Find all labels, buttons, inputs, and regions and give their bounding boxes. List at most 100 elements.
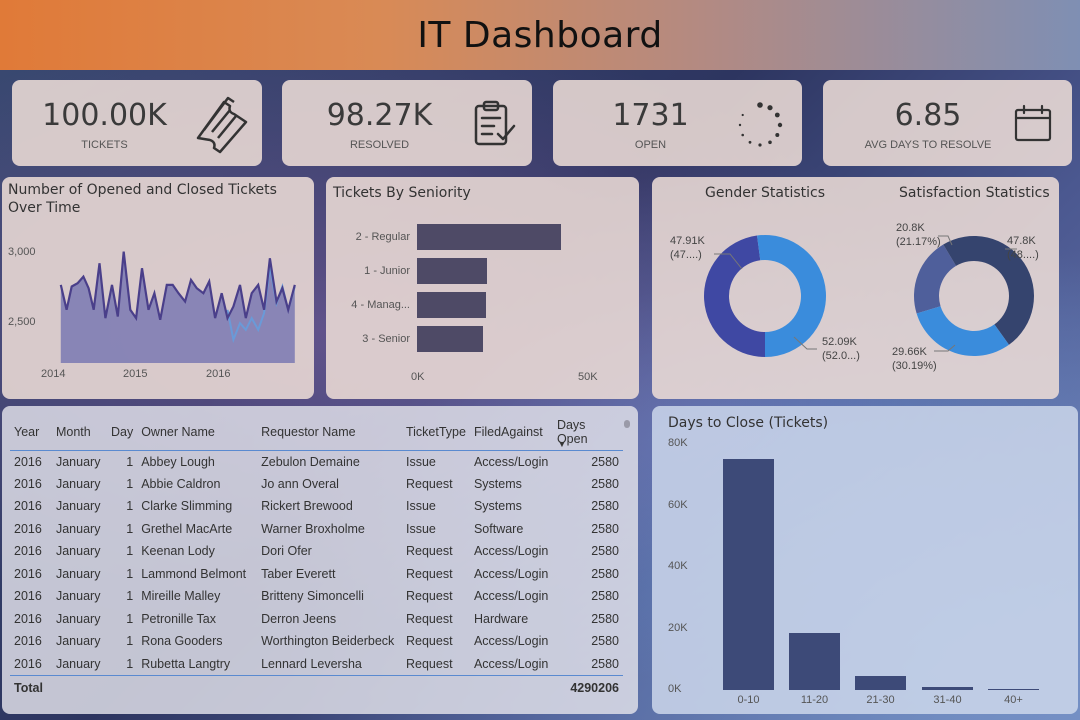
kpi-label: TICKETS	[81, 139, 128, 151]
y-tick-label: 20K	[668, 621, 688, 634]
area-chart	[59, 251, 296, 363]
y-tick-label: 40K	[668, 560, 688, 572]
seniority-bar[interactable]	[417, 224, 561, 250]
y-tick-label: 60K	[668, 498, 688, 511]
kpi-card-resolved[interactable]: 98.27K RESOLVED	[282, 80, 532, 166]
table-scrollbar[interactable]	[624, 420, 630, 428]
table-cell: Clarke Slimming	[141, 499, 233, 514]
seniority-bar[interactable]	[417, 292, 487, 318]
table-row[interactable]: 2016 January 1 Lammond Belmont Taber Everett…	[10, 563, 623, 586]
y-tick-label: 0K	[668, 683, 682, 695]
table-cell: Grethel MacArte	[141, 521, 233, 536]
column-header-year[interactable]: Year	[14, 424, 40, 439]
x-tick-label: 2016	[206, 368, 231, 380]
table-cell: 2016	[14, 566, 42, 581]
column-header-requestor-name[interactable]: Requestor Name	[261, 424, 356, 439]
table-row[interactable]: 2016 January 1 Grethel MacArte Warner Broxho…	[10, 518, 623, 541]
days-to-close-panel[interactable]: Days to Close (Tickets) 80K 60K 40K 20K 0K 0-…	[652, 406, 1078, 714]
table-cell: 2016	[14, 499, 42, 514]
table-cell: 2580	[591, 476, 619, 491]
gender-slice	[757, 234, 827, 357]
kpi-label: AVG DAYS TO RESOLVE	[864, 139, 992, 151]
seniority-bar[interactable]	[417, 258, 488, 284]
table-row[interactable]: 2016 January 1 Petronille Tax Derron Jeens Re…	[10, 608, 623, 631]
kpi-card-tickets[interactable]: 100.00K TICKETS	[12, 80, 262, 166]
table-row[interactable]: 2016 January 1 Rona Gooders Worthington Beid…	[10, 630, 623, 653]
table-row[interactable]: 2016 January 1 Rubetta Langtry Lennard Lever…	[10, 653, 623, 676]
gender-label-a: 47.91K (47....)	[670, 235, 705, 261]
table-cell: 2580	[591, 566, 619, 581]
table-cell: 2580	[591, 544, 619, 559]
table-cell: 2016	[14, 544, 42, 559]
table-cell: Britteny Simoncelli	[261, 589, 364, 604]
total-value: 4290206	[552, 674, 623, 701]
days-bar[interactable]	[988, 688, 1039, 690]
chart-title-line-2: Over Time	[8, 200, 81, 216]
table-cell: January	[55, 454, 101, 469]
column-header-owner-name[interactable]: Owner Name	[141, 424, 215, 439]
table-row[interactable]: 2016 January 1 Abbey Lough Zebulon Demaine Is…	[10, 450, 623, 473]
table-cell: 1	[126, 611, 134, 626]
x-tick-label: 11-20	[800, 694, 829, 706]
table-cell: January	[55, 656, 101, 671]
kpi-value: 100.00K	[42, 98, 167, 133]
gender-slice	[704, 235, 765, 357]
leader-line	[934, 344, 956, 352]
table-cell: 1	[126, 454, 134, 469]
chart-title: Days to Close (Tickets)	[668, 415, 829, 431]
table-cell: 2580	[591, 454, 619, 469]
gender-satisfaction-panel[interactable]: Gender Statistics Satisfaction Statistic…	[652, 177, 1059, 399]
tickets-table-panel[interactable]: Year Month Day Owner Name Requestor Name…	[2, 406, 638, 714]
days-bar[interactable]	[922, 686, 973, 690]
tickets-over-time-panel[interactable]: Number of Opened and Closed Tickets Over…	[2, 177, 314, 399]
x-tick-label: 31-40	[933, 694, 962, 706]
table-cell: 1	[126, 499, 134, 514]
days-bar[interactable]	[723, 459, 774, 690]
table-cell: January	[55, 589, 101, 604]
donut-charts	[704, 234, 1034, 357]
table-cell: Rubetta Langtry	[141, 656, 231, 671]
kpi-value: 98.27K	[326, 98, 433, 133]
table-cell: Worthington Beiderbeck	[261, 634, 395, 649]
column-header-days-open[interactable]: Days Open ▼	[553, 414, 623, 450]
column-header-filed-against[interactable]: FiledAgainst	[473, 424, 543, 439]
kpi-card-avg-days[interactable]: 6.85 AVG DAYS TO RESOLVE	[823, 80, 1072, 166]
chart-title: Tickets By Seniority	[333, 185, 471, 201]
kpi-card-open[interactable]: 1731 OPEN	[553, 80, 802, 166]
title-bar: IT Dashboard	[0, 0, 1080, 70]
days-bar[interactable]	[855, 676, 906, 690]
satisfaction-chart-title: Satisfaction Statistics	[899, 185, 1050, 201]
table-row[interactable]: 2016 January 1 Keenan Lody Dori Ofer Request A…	[10, 540, 623, 563]
table-cell: 1	[126, 656, 134, 671]
area-series-fill	[60, 251, 295, 363]
column-header-day[interactable]: Day	[110, 424, 134, 439]
table-cell: Request	[405, 611, 453, 626]
days-bar[interactable]	[789, 633, 840, 690]
gender-chart-title: Gender Statistics	[705, 185, 826, 201]
kpi-label: OPEN	[634, 139, 667, 151]
leader-line	[938, 235, 953, 246]
table-row[interactable]: 2016 January 1 Clarke Slimming Rickert Brewo…	[10, 495, 623, 518]
table-cell: January	[55, 521, 101, 536]
table-cell: Request	[405, 566, 453, 581]
table-cell: 2016	[14, 656, 42, 671]
chart-title: Number of Opened and Closed Tickets	[8, 182, 277, 198]
category-label: 3 - Senior	[362, 333, 410, 345]
category-label: 2 - Regular	[355, 231, 410, 243]
tickets-by-seniority-panel[interactable]: Tickets By Seniority 2 - Regular 1 - Juni…	[326, 177, 639, 399]
column-header-month[interactable]: Month	[55, 424, 91, 439]
table-cell: 1	[126, 476, 134, 491]
table-cell: January	[55, 544, 101, 559]
table-row[interactable]: 2016 January 1 Abbie Caldron Jo ann Overal Re…	[10, 473, 623, 496]
column-header-ticket-type[interactable]: TicketType	[405, 424, 466, 439]
category-label: 4 - Manag...	[351, 299, 410, 311]
sort-descending-icon: ▼	[557, 440, 566, 449]
seniority-bar[interactable]	[417, 326, 483, 352]
table-cell: Jo ann Overal	[261, 476, 339, 491]
ticket-icon	[196, 96, 248, 154]
table-cell: Rona Gooders	[141, 634, 223, 649]
table-cell: 2016	[14, 589, 42, 604]
table-cell: 2016	[14, 476, 42, 491]
table-cell: Issue	[405, 454, 436, 469]
table-row[interactable]: 2016 January 1 Mireille Malley Britteny Simo…	[10, 585, 623, 608]
